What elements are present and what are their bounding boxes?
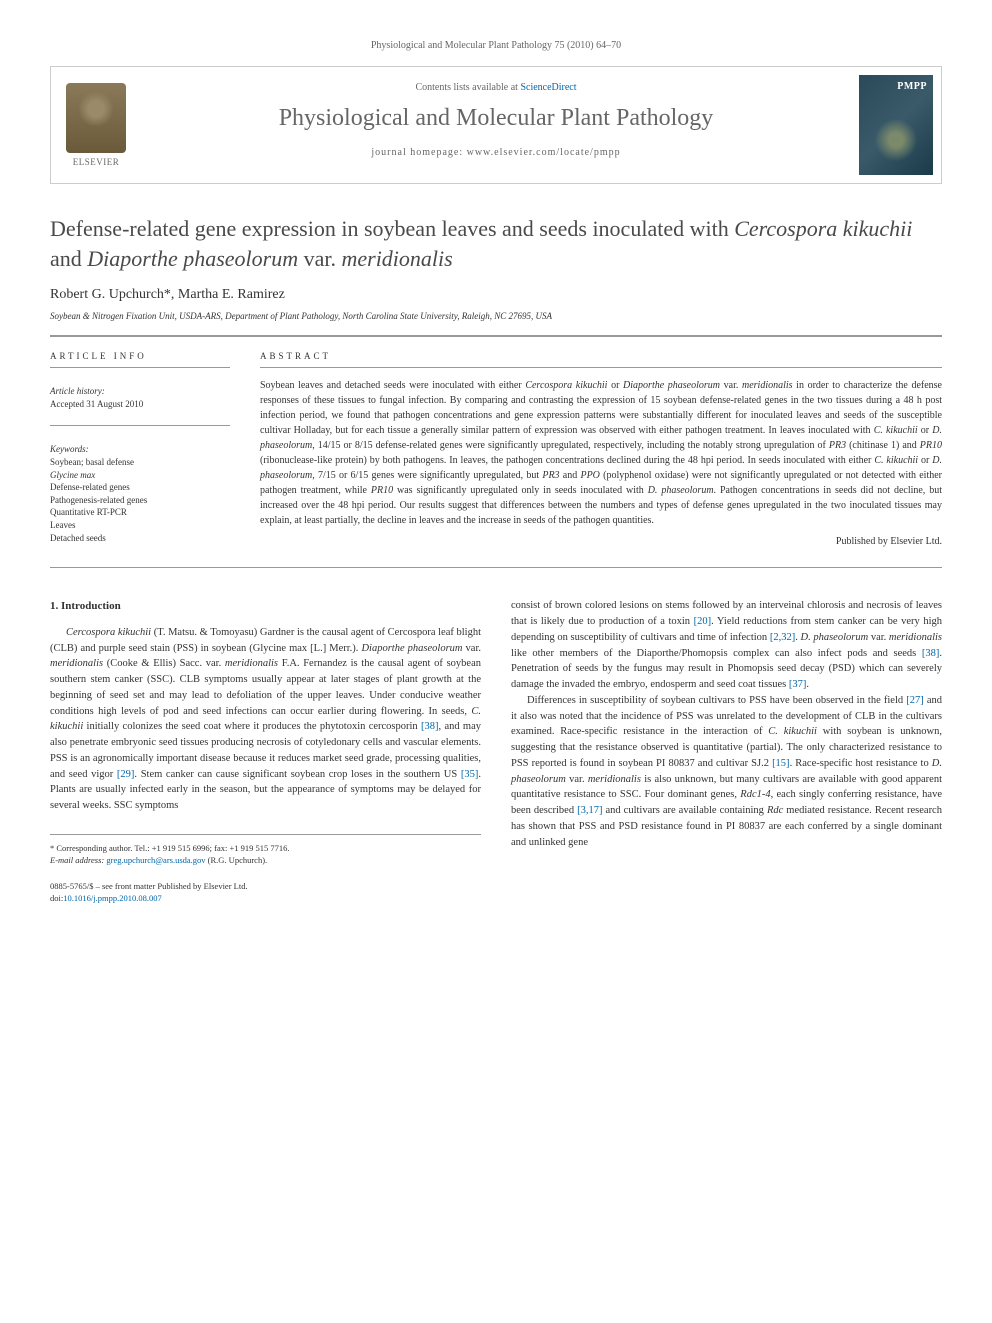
- elsevier-tree-icon: [66, 83, 126, 153]
- journal-header: ELSEVIER Contents lists available at Sci…: [50, 66, 942, 184]
- elsevier-logo: ELSEVIER: [51, 67, 141, 183]
- affiliation: Soybean & Nitrogen Fixation Unit, USDA-A…: [50, 311, 942, 321]
- abstract-heading: ABSTRACT: [260, 351, 942, 361]
- homepage-line: journal homepage: www.elsevier.com/locat…: [151, 147, 841, 158]
- email-line: E-mail address: greg.upchurch@ars.usda.g…: [50, 855, 481, 867]
- doi-prefix: doi:: [50, 893, 63, 903]
- keywords-block: Keywords: Soybean; basal defenseGlycine …: [50, 425, 230, 544]
- keyword-item: Leaves: [50, 519, 230, 532]
- doi-line: doi:10.1016/j.pmpp.2010.08.007: [50, 893, 481, 905]
- intro-paragraph-1: Cercospora kikuchii (T. Matsu. & Tomoyas…: [50, 625, 481, 814]
- history-value: Accepted 31 August 2010: [50, 398, 230, 411]
- copyright-block: 0885-5765/$ – see front matter Published…: [50, 881, 481, 905]
- citation-line: Physiological and Molecular Plant Pathol…: [50, 40, 942, 51]
- doi-link[interactable]: 10.1016/j.pmpp.2010.08.007: [63, 893, 161, 903]
- footnote-block: * Corresponding author. Tel.: +1 919 515…: [50, 834, 481, 867]
- body-columns: 1. Introduction Cercospora kikuchii (T. …: [50, 598, 942, 904]
- keywords-list: Soybean; basal defenseGlycine maxDefense…: [50, 456, 230, 544]
- copyright-line: 0885-5765/$ – see front matter Published…: [50, 881, 481, 893]
- divider: [50, 567, 942, 568]
- body-column-right: consist of brown colored lesions on stem…: [511, 598, 942, 904]
- keyword-item: Pathogenesis-related genes: [50, 494, 230, 507]
- abstract-column: ABSTRACT Soybean leaves and detached see…: [260, 351, 942, 547]
- email-link[interactable]: greg.upchurch@ars.usda.gov: [106, 855, 205, 865]
- cover-image: [859, 75, 933, 175]
- corresponding-author: * Corresponding author. Tel.: +1 919 515…: [50, 843, 481, 855]
- introduction-heading: 1. Introduction: [50, 598, 481, 615]
- keyword-item: Detached seeds: [50, 532, 230, 545]
- keywords-label: Keywords:: [50, 444, 230, 454]
- article-info-heading: ARTICLE INFO: [50, 351, 230, 361]
- intro-paragraph-2: consist of brown colored lesions on stem…: [511, 598, 942, 693]
- homepage-prefix: journal homepage:: [371, 147, 466, 158]
- sciencedirect-link[interactable]: ScienceDirect: [520, 82, 576, 93]
- email-label: E-mail address:: [50, 855, 104, 865]
- authors-line: Robert G. Upchurch*, Martha E. Ramirez: [50, 287, 942, 303]
- header-center: Contents lists available at ScienceDirec…: [141, 67, 851, 183]
- keyword-item: Soybean; basal defense: [50, 456, 230, 469]
- homepage-url: www.elsevier.com/locate/pmpp: [467, 147, 621, 158]
- abstract-text: Soybean leaves and detached seeds were i…: [260, 378, 942, 528]
- body-column-left: 1. Introduction Cercospora kikuchii (T. …: [50, 598, 481, 904]
- article-info-column: ARTICLE INFO Article history: Accepted 3…: [50, 351, 230, 547]
- meta-abstract-row: ARTICLE INFO Article history: Accepted 3…: [50, 336, 942, 547]
- contents-available-line: Contents lists available at ScienceDirec…: [151, 82, 841, 93]
- keyword-item: Defense-related genes: [50, 481, 230, 494]
- journal-cover: [851, 67, 941, 183]
- keyword-item: Glycine max: [50, 469, 230, 482]
- journal-name: Physiological and Molecular Plant Pathol…: [151, 105, 841, 132]
- elsevier-label: ELSEVIER: [73, 157, 120, 167]
- email-suffix: (R.G. Upchurch).: [208, 855, 267, 865]
- keyword-item: Quantitative RT-PCR: [50, 506, 230, 519]
- history-label: Article history:: [50, 386, 230, 396]
- article-title: Defense-related gene expression in soybe…: [50, 214, 942, 273]
- intro-paragraph-3: Differences in susceptibility of soybean…: [511, 693, 942, 851]
- publisher-line: Published by Elsevier Ltd.: [260, 536, 942, 547]
- contents-prefix: Contents lists available at: [415, 82, 520, 93]
